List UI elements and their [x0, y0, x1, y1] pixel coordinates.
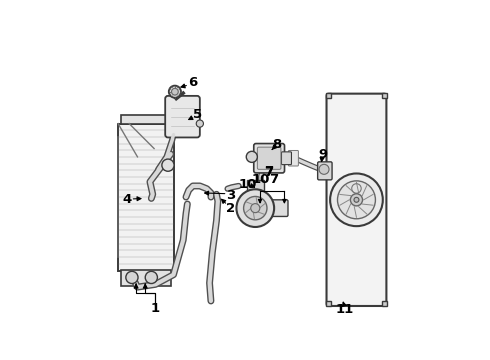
Text: 7: 7 [265, 166, 274, 179]
FancyBboxPatch shape [165, 96, 200, 138]
Bar [382, 301, 387, 306]
Circle shape [126, 271, 138, 284]
FancyBboxPatch shape [257, 147, 281, 169]
Bar [382, 93, 387, 98]
Circle shape [319, 164, 329, 174]
Circle shape [244, 197, 267, 220]
Circle shape [251, 204, 260, 213]
Circle shape [196, 120, 203, 127]
Text: 4: 4 [122, 193, 131, 206]
Text: 3: 3 [226, 189, 235, 202]
Text: 10: 10 [239, 177, 257, 190]
Circle shape [172, 88, 178, 95]
Text: 5: 5 [194, 108, 202, 121]
FancyBboxPatch shape [289, 150, 298, 166]
Text: 1: 1 [151, 302, 160, 315]
FancyBboxPatch shape [326, 94, 387, 306]
Bar [121, 115, 171, 123]
Bar [118, 123, 173, 270]
Circle shape [330, 174, 383, 226]
Text: 10: 10 [251, 173, 270, 186]
Circle shape [145, 271, 157, 284]
FancyBboxPatch shape [271, 200, 288, 216]
Bar [121, 270, 171, 286]
FancyBboxPatch shape [318, 162, 332, 180]
Text: 9: 9 [318, 148, 327, 161]
Text: 7: 7 [265, 166, 274, 179]
Circle shape [350, 194, 363, 206]
Text: 8: 8 [272, 138, 281, 151]
Circle shape [169, 86, 181, 98]
Circle shape [162, 159, 174, 171]
Circle shape [338, 181, 375, 219]
Bar [326, 301, 331, 306]
Text: 7: 7 [269, 173, 278, 186]
Circle shape [354, 197, 359, 202]
Text: 7: 7 [265, 166, 274, 179]
FancyBboxPatch shape [281, 152, 292, 165]
Bar [326, 93, 331, 98]
FancyBboxPatch shape [247, 180, 264, 191]
FancyBboxPatch shape [254, 144, 285, 173]
Circle shape [237, 189, 274, 227]
Text: 2: 2 [226, 202, 235, 215]
Text: 11: 11 [336, 303, 354, 316]
Circle shape [246, 151, 257, 162]
Text: 6: 6 [188, 76, 197, 89]
